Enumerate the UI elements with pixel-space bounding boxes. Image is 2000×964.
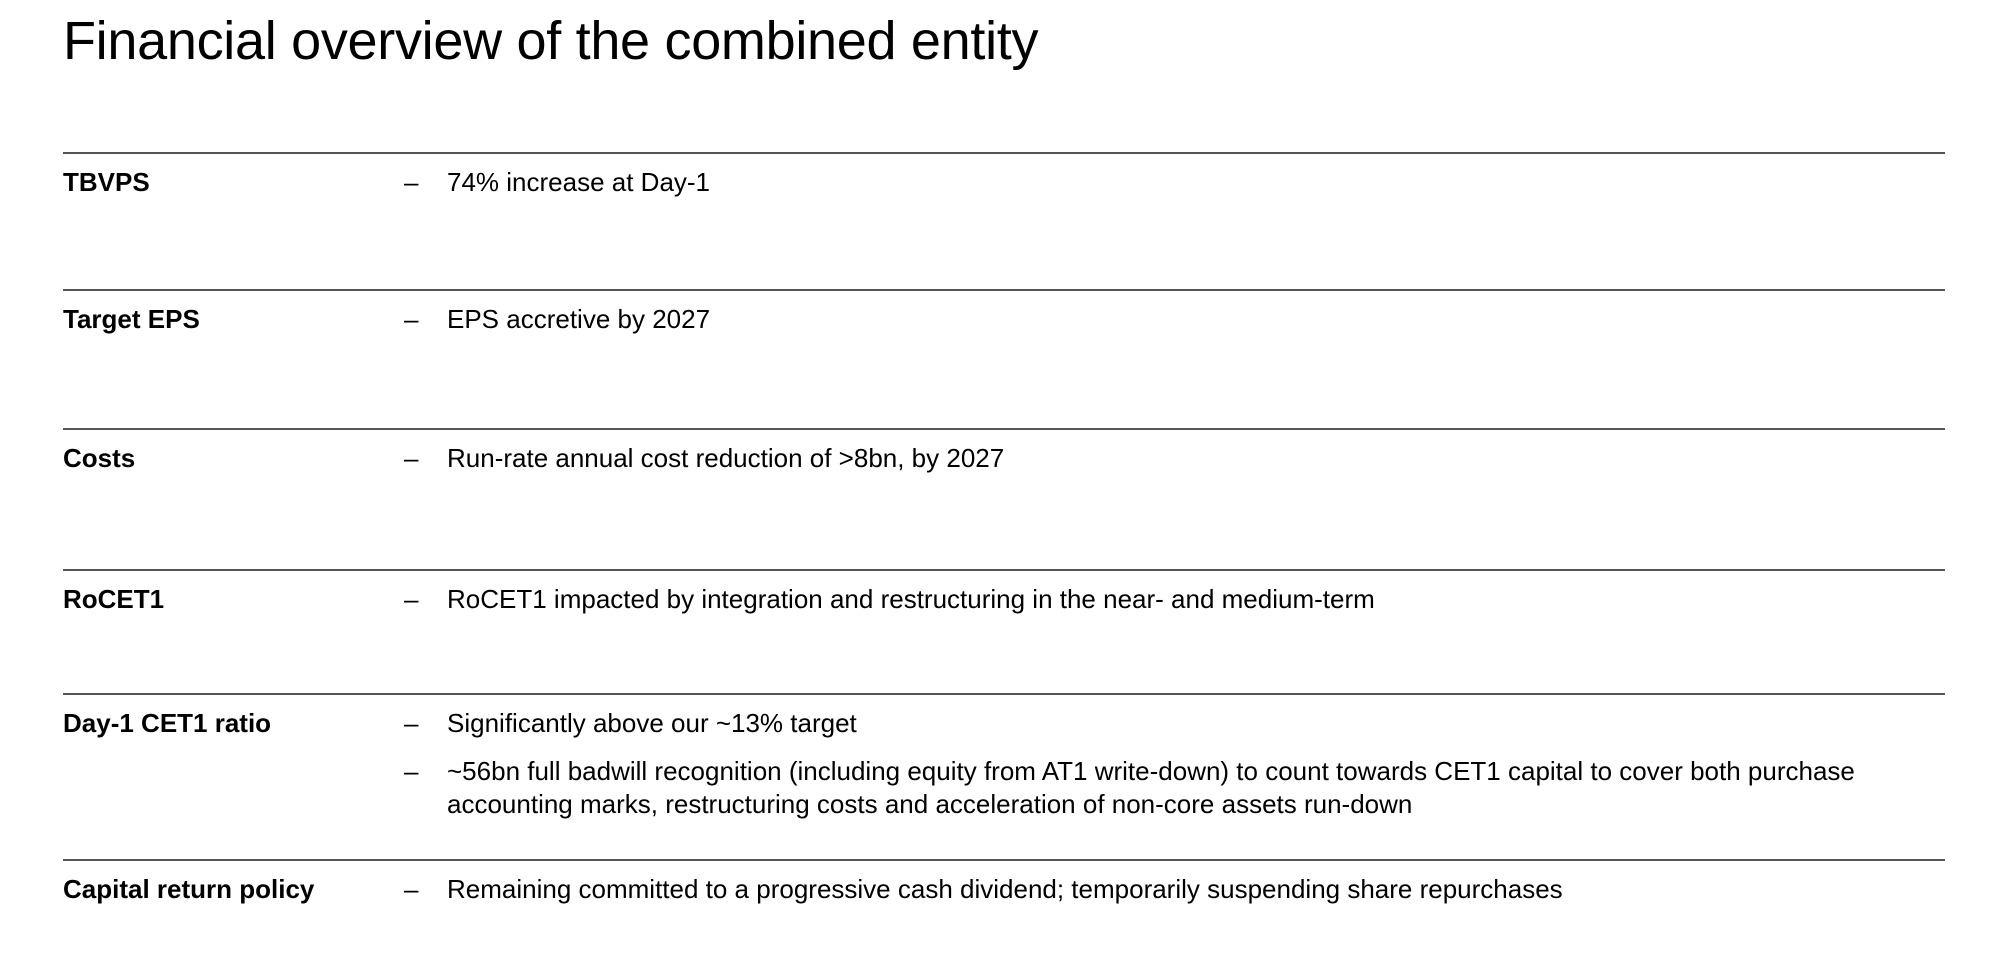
bullet-text: Remaining committed to a progressive cas…	[447, 874, 1563, 904]
bullet-item: – EPS accretive by 2027	[404, 303, 1945, 336]
bullet-text: EPS accretive by 2027	[447, 304, 711, 334]
dash-marker: –	[404, 167, 419, 197]
row-label: Day-1 CET1 ratio	[63, 708, 272, 738]
bullet-text: Run-rate annual cost reduction of >8bn, …	[447, 443, 1005, 473]
bullet-item: – ~56bn full badwill recognition (includ…	[404, 755, 1945, 821]
row-tbvps: TBVPS – 74% increase at Day-1	[63, 152, 1945, 289]
bullet-text: RoCET1 impacted by integration and restr…	[447, 584, 1375, 614]
dash-marker: –	[404, 584, 419, 614]
row-bullets: – Significantly above our ~13% target – …	[404, 707, 1945, 836]
dash-marker: –	[404, 756, 419, 786]
row-costs: Costs – Run-rate annual cost reduction o…	[63, 428, 1945, 569]
bullet-item: – RoCET1 impacted by integration and res…	[404, 583, 1945, 616]
row-bullets: – EPS accretive by 2027	[404, 303, 1945, 351]
overview-table: TBVPS – 74% increase at Day-1 Target EPS…	[63, 152, 1945, 959]
row-bullets: – 74% increase at Day-1	[404, 166, 1945, 214]
dash-marker: –	[404, 304, 419, 334]
row-label: Costs	[63, 443, 136, 473]
dash-marker: –	[404, 443, 419, 473]
row-target-eps: Target EPS – EPS accretive by 2027	[63, 289, 1945, 428]
dash-marker: –	[404, 874, 419, 904]
row-label: RoCET1	[63, 584, 165, 614]
page-title: Financial overview of the combined entit…	[63, 11, 1039, 71]
bullet-item: – Remaining committed to a progressive c…	[404, 873, 1945, 906]
row-capital-return-policy: Capital return policy – Remaining commit…	[63, 859, 1945, 959]
dash-marker: –	[404, 708, 419, 738]
row-label: Capital return policy	[63, 874, 315, 904]
bullet-text: 74% increase at Day-1	[447, 167, 711, 197]
row-bullets: – RoCET1 impacted by integration and res…	[404, 583, 1945, 631]
row-bullets: – Run-rate annual cost reduction of >8bn…	[404, 442, 1945, 490]
bullet-item: – Significantly above our ~13% target	[404, 707, 1945, 740]
row-bullets: – Remaining committed to a progressive c…	[404, 873, 1945, 921]
bullet-text: ~56bn full badwill recognition (includin…	[447, 756, 1855, 819]
bullet-item: – Run-rate annual cost reduction of >8bn…	[404, 442, 1945, 475]
row-rocet1: RoCET1 – RoCET1 impacted by integration …	[63, 569, 1945, 693]
bullet-text: Significantly above our ~13% target	[447, 708, 857, 738]
row-day1-cet1-ratio: Day-1 CET1 ratio – Significantly above o…	[63, 693, 1945, 859]
row-label: Target EPS	[63, 304, 200, 334]
row-label: TBVPS	[63, 167, 150, 197]
bullet-item: – 74% increase at Day-1	[404, 166, 1945, 199]
